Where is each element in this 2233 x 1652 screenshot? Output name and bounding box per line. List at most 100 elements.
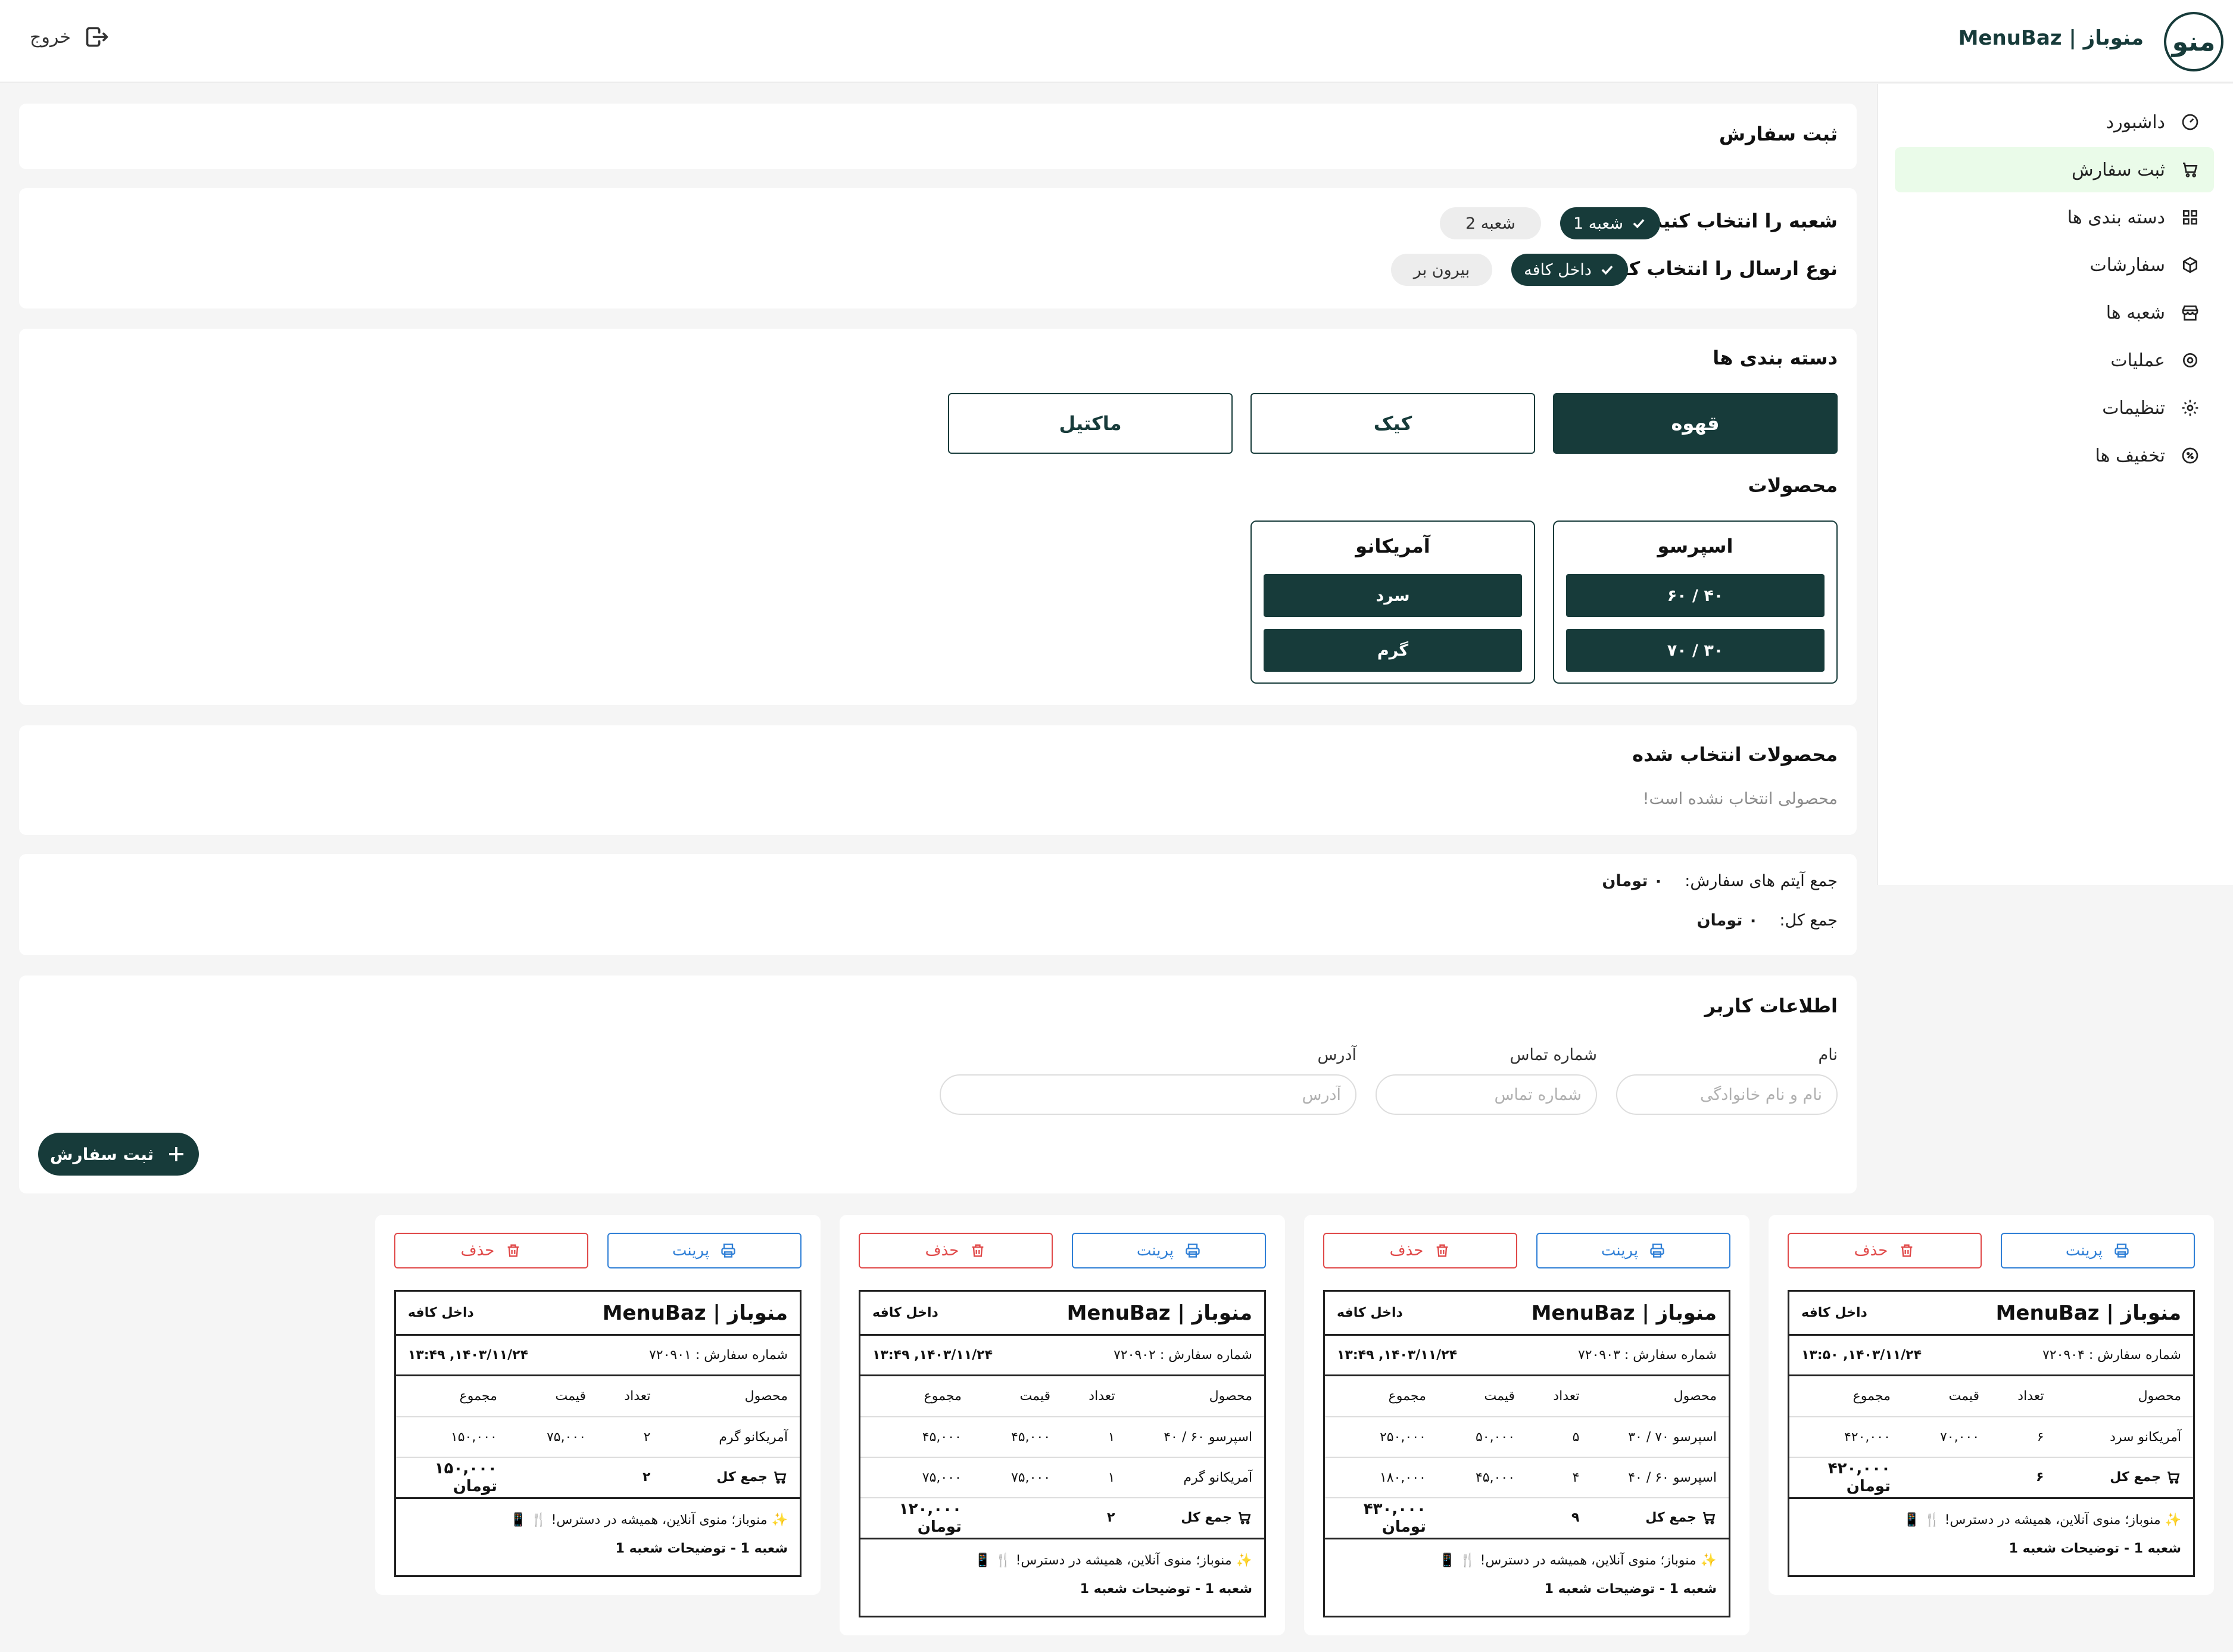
printer-icon (721, 1243, 735, 1258)
name-input[interactable] (1616, 1074, 1838, 1115)
receipt-cell-qty: ۲ (598, 1417, 663, 1458)
receipt-table: محصول تعداد قیمت مجموع آمریکانو سرد ۶ ۷۰,۰۰۰ ۴۲… (1789, 1376, 2193, 1499)
product-card-americano: آمریکانو سرد گرم (1250, 520, 1535, 684)
receipt-total-label: جمع کل (1645, 1510, 1696, 1525)
print-button[interactable]: پرینت (1072, 1233, 1266, 1268)
category-coffee[interactable]: قهوه (1553, 393, 1838, 454)
receipt-brand: منوباز | MenuBaz (1531, 1301, 1717, 1325)
delete-label: حذف (925, 1242, 959, 1260)
product-name: اسپرسو (1657, 535, 1733, 557)
products-title: محصولات (1748, 474, 1838, 497)
sidebar-item-operations[interactable]: عملیات (1895, 338, 2214, 383)
col-sum: مجموع (860, 1376, 974, 1417)
sidebar-item-discounts[interactable]: تخفیف ها (1895, 433, 2214, 478)
delete-label: حذف (460, 1242, 495, 1260)
delivery-option-takeaway[interactable]: بیرون بر (1391, 254, 1492, 286)
receipt-total-label-cell: جمع کل (1591, 1498, 1729, 1539)
receipt-header: منوباز | MenuBaz داخل کافه (860, 1292, 1264, 1336)
receipt-table-header: محصول تعداد قیمت مجموع (1789, 1376, 2193, 1417)
variant-button[interactable]: ۶۰ / ۴۰ (1566, 574, 1825, 617)
receipt-slogan: ✨ منوباز؛ منوی آنلاین، همیشه در دسترس! 🍴… (1903, 1512, 2181, 1528)
col-product: محصول (1591, 1376, 1729, 1417)
delivery-option-label: بیرون بر (1413, 260, 1470, 279)
sidebar-item-dashboard[interactable]: داشبورد (1895, 99, 2214, 145)
delete-button[interactable]: حذف (394, 1233, 588, 1268)
sidebar-item-settings[interactable]: تنظیمات (1895, 385, 2214, 431)
delete-label: حذف (1389, 1242, 1424, 1260)
print-button[interactable]: پرینت (1536, 1233, 1730, 1268)
sidebar-item-new-order[interactable]: ثبت سفارش (1895, 147, 2214, 192)
receipt-total-qty: ۲ (1062, 1498, 1127, 1539)
receipt-table-header: محصول تعداد قیمت مجموع (396, 1376, 800, 1417)
trash-icon (972, 1244, 984, 1257)
selected-products-title: محصولات انتخاب شده (1632, 743, 1838, 766)
receipt-branch-note: شعبه 1 - توضیحات شعبه 1 (615, 1541, 788, 1556)
category-cake[interactable]: کیک (1250, 393, 1535, 454)
receipt-cell-product: اسپرسو ۶۰ / ۴۰ (1127, 1417, 1264, 1458)
receipt-delivery-mode: داخل کافه (872, 1305, 938, 1320)
delete-button[interactable]: حذف (1788, 1233, 1982, 1268)
branch-option-2[interactable]: شعبه 2 (1440, 207, 1541, 239)
receipt-total-label-cell: جمع کل (662, 1457, 800, 1499)
receipt-datetime: ۱۴۰۳/۱۱/۲۴, ۱۳:۵۰ (1801, 1348, 1922, 1363)
settings-icon (2182, 400, 2198, 416)
logout-button[interactable]: خروج (30, 24, 110, 50)
receipt-order-number: شماره سفارش : ۷۲۰۹۰۲ (1113, 1348, 1252, 1363)
variant-button[interactable]: گرم (1264, 629, 1522, 672)
variant-button[interactable]: سرد (1264, 574, 1522, 617)
selected-products-card: محصولات انتخاب شده محصولی انتخاب نشده اس… (19, 725, 1857, 835)
receipt-datetime: ۱۴۰۳/۱۱/۲۴, ۱۳:۴۹ (872, 1348, 993, 1363)
receipt-cell-product: آمریکانو گرم (662, 1417, 800, 1458)
branch-option-1[interactable]: شعبه 1 (1560, 207, 1660, 239)
print-button[interactable]: پرینت (607, 1233, 801, 1268)
logo: منو (2164, 12, 2223, 71)
address-input[interactable] (940, 1074, 1356, 1115)
receipt-total-row: جمع کل ۹ ۴۳۰,۰۰۰ تومان (1325, 1498, 1729, 1539)
receipt-total-qty: ۹ (1527, 1498, 1592, 1539)
receipt-empty-cell (1437, 1498, 1527, 1539)
logout-label: خروج (30, 26, 71, 48)
cart-icon (2183, 163, 2198, 177)
receipt-brand: منوباز | MenuBaz (1066, 1301, 1252, 1325)
empty-selection-text: محصولی انتخاب نشده است! (1642, 790, 1838, 808)
receipt-card: پرینت حذف منوباز | MenuBaz داخل کافه شماره س… (1769, 1215, 2214, 1595)
receipt-total-label-cell: جمع کل (1127, 1498, 1264, 1539)
col-sum: مجموع (396, 1376, 509, 1417)
receipt-row: اسپرسو ۶۰ / ۴۰ ۴ ۴۵,۰۰۰ ۱۸۰,۰۰۰ (1325, 1457, 1729, 1498)
receipt-order-number: شماره سفارش : ۷۲۰۹۰۳ (1577, 1348, 1717, 1363)
variant-button[interactable]: ۷۰ / ۳۰ (1566, 629, 1825, 672)
page-title: ثبت سفارش (1719, 123, 1838, 145)
phone-input[interactable] (1376, 1074, 1597, 1115)
logo-text: منو (2172, 26, 2216, 57)
receipt-header: منوباز | MenuBaz داخل کافه (1325, 1292, 1729, 1336)
receipt-cell-sum: ۷۵,۰۰۰ (860, 1457, 974, 1498)
receipt: منوباز | MenuBaz داخل کافه شماره سفارش : ۷… (1788, 1290, 2195, 1577)
trash-icon (1437, 1244, 1448, 1257)
receipt-delivery-mode: داخل کافه (408, 1305, 474, 1320)
col-price: قیمت (509, 1376, 598, 1417)
receipt-total-amount: ۱۵۰,۰۰۰ تومان (396, 1457, 509, 1499)
category-mocktail[interactable]: ماکتیل (948, 393, 1233, 454)
submit-order-button[interactable]: ثبت سفارش (38, 1133, 199, 1176)
sidebar-item-label: دسته بندی ها (2067, 207, 2165, 228)
receipt-cell-price: ۷۰,۰۰۰ (1902, 1417, 1992, 1458)
sidebar-item-orders[interactable]: سفارشات (1895, 242, 2214, 288)
delivery-option-dine-in[interactable]: داخل کافه (1511, 254, 1628, 286)
sidebar-item-branches[interactable]: شعبه ها (1895, 290, 2214, 335)
sidebar-item-label: تنظیمات (2102, 397, 2165, 419)
gear-icon (2183, 353, 2197, 367)
print-button[interactable]: پرینت (2001, 1233, 2195, 1268)
total-sum-value: ۰ تومان (1696, 911, 1758, 930)
delete-button[interactable]: حذف (1323, 1233, 1517, 1268)
sidebar-item-label: عملیات (2110, 350, 2165, 371)
receipt-header: منوباز | MenuBaz داخل کافه (396, 1292, 800, 1336)
receipt-table: محصول تعداد قیمت مجموع اسپرسو ۷۰ / ۳۰ ۵ ۵۰,۰۰۰… (1325, 1376, 1729, 1539)
print-label: پرینت (672, 1242, 710, 1260)
col-sum: مجموع (1325, 1376, 1438, 1417)
receipt-total-row: جمع کل ۲ ۱۵۰,۰۰۰ تومان (396, 1457, 800, 1499)
sidebar-item-categories[interactable]: دسته بندی ها (1895, 195, 2214, 240)
receipt-cell-sum: ۱۵۰,۰۰۰ (396, 1417, 509, 1458)
receipt: منوباز | MenuBaz داخل کافه شماره سفارش : ۷… (394, 1290, 801, 1577)
delete-button[interactable]: حذف (859, 1233, 1053, 1268)
receipt-cell-sum: ۴۵,۰۰۰ (860, 1417, 974, 1458)
